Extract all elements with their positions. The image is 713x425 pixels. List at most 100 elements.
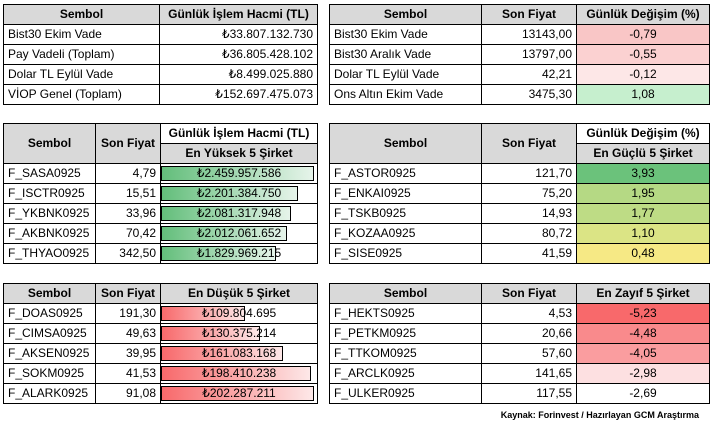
- table-row: F_TTKOM0925 57,60 -4,05: [329, 343, 710, 364]
- col-header-sembol: Sembol: [329, 123, 482, 164]
- volume-bar-cell: ₺202.287.211: [160, 383, 318, 404]
- symbol-cell: F_TTKOM0925: [329, 343, 482, 364]
- volume-bar: [161, 366, 312, 381]
- col-header-son-fiyat: Son Fiyat: [95, 283, 161, 304]
- header-row: Sembol Günlük İşlem Hacmi (TL): [3, 4, 318, 25]
- col-header-son-fiyat: Son Fiyat: [481, 123, 577, 164]
- change-cell: -0,79: [576, 24, 710, 45]
- col-header-son-fiyat: Son Fiyat: [481, 4, 577, 25]
- col-header-bottom5: En Düşük 5 Şirket: [160, 283, 318, 304]
- subheader-row: En Yüksek 5 Şirket: [4, 143, 318, 164]
- symbol-cell: Dolar TL Eylül Vade: [3, 64, 160, 85]
- symbol-cell: F_ENKAI0925: [329, 183, 482, 204]
- volume-bar-cell: ₺2.081.317.948: [160, 203, 318, 224]
- change-cell: -0,12: [576, 64, 710, 85]
- price-cell: 141,65: [481, 363, 577, 384]
- price-cell: 41,59: [481, 243, 577, 264]
- volume-value: ₺202.287.211: [202, 386, 276, 400]
- header-row: Sembol Son Fiyat Günlük Değişim (%): [329, 123, 710, 164]
- symbol-cell: F_TSKB0925: [329, 203, 482, 224]
- header-row: Sembol Son Fiyat En Zayıf 5 Şirket: [329, 283, 710, 304]
- volume-value: ₺2.201.384.750: [196, 186, 282, 200]
- symbol-cell: F_PETKM0925: [329, 323, 482, 344]
- volume-value: ₺130.375.214: [201, 326, 277, 340]
- weakest5-table: Sembol Son Fiyat En Zayıf 5 Şirket F_HEK…: [329, 283, 710, 404]
- price-cell: 42,21: [481, 64, 577, 85]
- table-row: F_HEKTS0925 4,53 -5,23: [329, 303, 710, 324]
- source-footer: Kaynak: Forinvest / Hazırlayan GCM Araşt…: [500, 410, 699, 420]
- volume-bar: [161, 326, 261, 341]
- table-row: F_ENKAI0925 75,20 1,95: [329, 183, 710, 204]
- price-cell: 14,93: [481, 203, 577, 224]
- volume-value: ₺2.459.957.586: [196, 166, 282, 180]
- price-cell: 4,79: [95, 163, 161, 184]
- symbol-cell: VİOP Genel (Toplam): [3, 84, 160, 105]
- table-row: F_ALARK0925 91,08 ₺202.287.211: [3, 383, 318, 404]
- subheader-strongest5: En Güçlü 5 Şirket: [576, 143, 710, 164]
- table-row: F_THYAO0925 342,50 ₺1.829.969.215: [3, 243, 318, 264]
- change-cell: -2,69: [576, 383, 710, 404]
- volume-value: ₺2.012.061.652: [196, 226, 282, 240]
- volume-bar: [161, 386, 315, 401]
- table-row: F_AKSEN0925 39,95 ₺161.083.168: [3, 343, 318, 364]
- price-cell: 39,95: [95, 343, 161, 364]
- table-row: F_ASTOR0925 121,70 3,93: [329, 163, 710, 184]
- table-row: F_SOKM0925 41,53 ₺198.410.238: [3, 363, 318, 384]
- volume-bar-cell: ₺2.459.957.586: [160, 163, 318, 184]
- symbol-cell: F_SOKM0925: [3, 363, 96, 384]
- table-row: F_PETKM0925 20,66 -4,48: [329, 323, 710, 344]
- col-header-sembol: Sembol: [3, 283, 96, 304]
- price-cell: 342,50: [95, 243, 161, 264]
- strongest5-table: Sembol Son Fiyat Günlük Değişim (%) En G…: [329, 123, 710, 264]
- change-cell: -0,55: [576, 44, 710, 65]
- symbol-cell: F_DOAS0925: [3, 303, 96, 324]
- header-row: Sembol Son Fiyat En Düşük 5 Şirket: [3, 283, 318, 304]
- table-row: F_SASA0925 4,79 ₺2.459.957.586: [3, 163, 318, 184]
- table-row: Ons Altın Ekim Vade 3475,30 1,08: [329, 84, 710, 105]
- col-header-daily-change: Günlük Değişim (%): [576, 4, 710, 25]
- volume-bar: [161, 206, 292, 221]
- table-row: F_ULKER0925 117,55 -2,69: [329, 383, 710, 404]
- table-row: F_SISE0925 41,59 0,48: [329, 243, 710, 264]
- volume-cell: ₺152.697.475.073: [159, 84, 318, 105]
- price-cell: 13143,00: [481, 24, 577, 45]
- table-row: Bist30 Aralık Vade 13797,00 -0,55: [329, 44, 710, 65]
- change-cell: 1,10: [576, 223, 710, 244]
- symbol-cell: Bist30 Ekim Vade: [329, 24, 482, 45]
- table-row: F_AKBNK0925 70,42 ₺2.012.061.652: [3, 223, 318, 244]
- table-row: F_DOAS0925 191,30 ₺109.804.695: [3, 303, 318, 324]
- col-header-weakest5: En Zayıf 5 Şirket: [576, 283, 710, 304]
- table-row: F_CIMSA0925 49,63 ₺130.375.214: [3, 323, 318, 344]
- volume-cell: ₺36.805.428.102: [159, 44, 318, 65]
- col-header-volume: Günlük İşlem Hacmi (TL): [160, 123, 318, 144]
- change-cell: -5,23: [576, 303, 710, 324]
- viop-volume-summary-table: Sembol Günlük İşlem Hacmi (TL) Bist30 Ek…: [3, 4, 318, 105]
- symbol-cell: Bist30 Aralık Vade: [329, 44, 482, 65]
- col-header-son-fiyat: Son Fiyat: [95, 123, 161, 164]
- price-cell: 75,20: [481, 183, 577, 204]
- symbol-cell: F_SASA0925: [3, 163, 96, 184]
- price-cell: 13797,00: [481, 44, 577, 65]
- subheader-top5: En Yüksek 5 Şirket: [160, 143, 318, 164]
- change-cell: -2,98: [576, 363, 710, 384]
- volume-bar-cell: ₺1.829.969.215: [160, 243, 318, 264]
- symbol-cell: F_HEKTS0925: [329, 303, 482, 324]
- price-cell: 3475,30: [481, 84, 577, 105]
- price-cell: 80,72: [481, 223, 577, 244]
- viop-price-change-table: Sembol Son Fiyat Günlük Değişim (%) Bist…: [329, 4, 710, 105]
- price-cell: 57,60: [481, 343, 577, 364]
- table-row: VİOP Genel (Toplam) ₺152.697.475.073: [3, 84, 318, 105]
- volume-bar-cell: ₺161.083.168: [160, 343, 318, 364]
- symbol-cell: Bist30 Ekim Vade: [3, 24, 160, 45]
- change-cell: 0,48: [576, 243, 710, 264]
- price-cell: 4,53: [481, 303, 577, 324]
- volume-cell: ₺8.499.025.880: [159, 64, 318, 85]
- col-header-sembol: Sembol: [329, 283, 482, 304]
- table-row: Dolar TL Eylül Vade 42,21 -0,12: [329, 64, 710, 85]
- bottom5-volume-table: Sembol Son Fiyat En Düşük 5 Şirket F_DOA…: [3, 283, 318, 404]
- symbol-cell: Ons Altın Ekim Vade: [329, 84, 482, 105]
- volume-bar-cell: ₺198.410.238: [160, 363, 318, 384]
- volume-bar: [161, 226, 287, 241]
- volume-bar-cell: ₺2.012.061.652: [160, 223, 318, 244]
- change-cell: 1,08: [576, 84, 710, 105]
